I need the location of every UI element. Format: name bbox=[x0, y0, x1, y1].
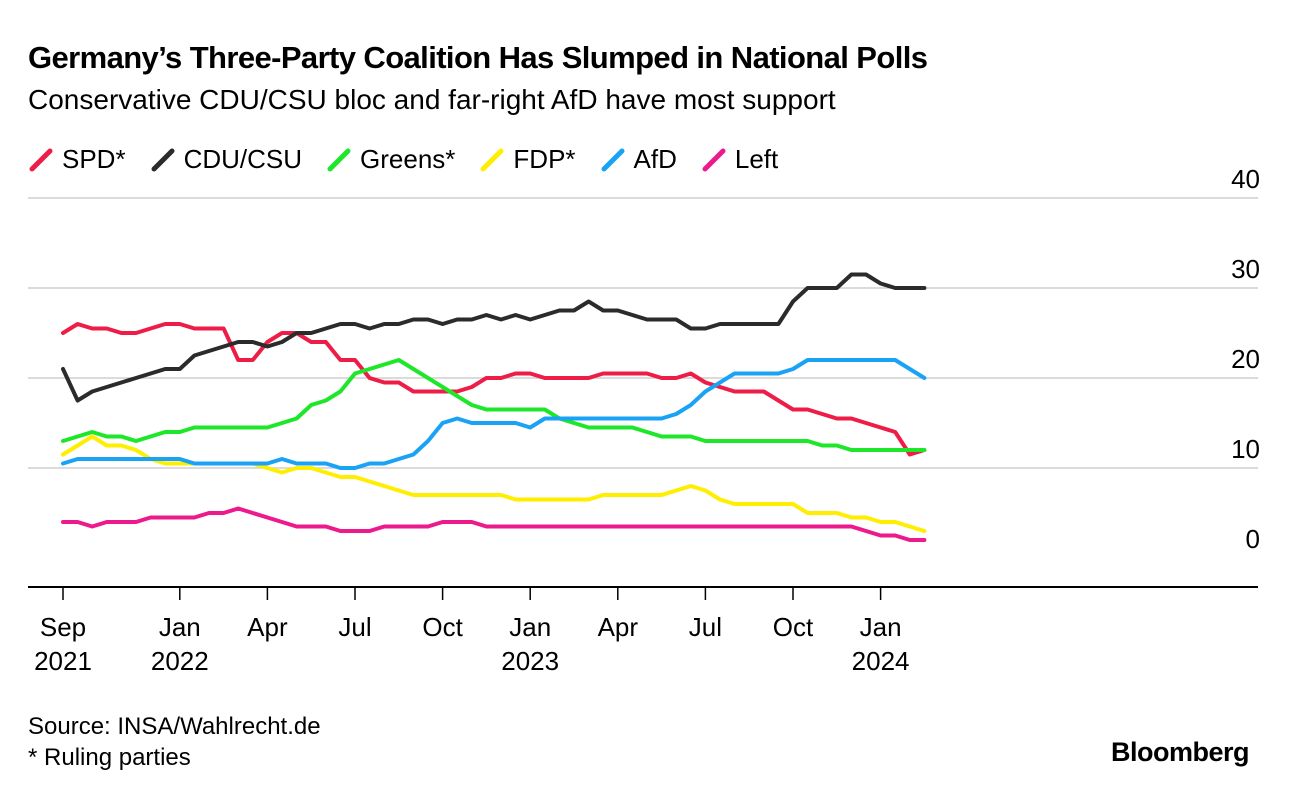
series-lines bbox=[61, 272, 927, 542]
y-tick-label: 10 bbox=[1231, 434, 1260, 464]
legend-label: CDU/CSU bbox=[183, 144, 303, 174]
legend-swatch-icon bbox=[327, 148, 351, 171]
legend-swatch-icon bbox=[29, 148, 53, 171]
x-axis-ticks: Sep 2021 Jan 2022 Apr Jul Oct Jan 2023 Apr Jul Oct J… bbox=[34, 587, 910, 676]
x-tick-year-label: 2021 bbox=[34, 646, 92, 676]
legend: SPD* CDU/CSU Greens* FDP* AfD Left bbox=[28, 144, 802, 175]
x-tick-label: Oct bbox=[773, 612, 814, 642]
x-tick-label: Apr bbox=[598, 612, 639, 642]
legend-swatch-icon bbox=[151, 148, 175, 171]
series-line-greens- bbox=[61, 358, 927, 452]
legend-label: Greens* bbox=[360, 144, 456, 174]
x-tick-label: Jan bbox=[159, 612, 201, 642]
x-tick-label: Jul bbox=[689, 612, 722, 642]
legend-label: Left bbox=[734, 144, 779, 174]
legend-item: AfD bbox=[600, 144, 677, 175]
legend-swatch-icon bbox=[480, 148, 504, 171]
legend-label: FDP* bbox=[513, 144, 576, 174]
chart-subtitle: Conservative CDU/CSU bloc and far-right … bbox=[28, 84, 836, 115]
chart-title: Germany’s Three-Party Coalition Has Slum… bbox=[28, 40, 928, 75]
brand-logo: Bloomberg bbox=[1110, 737, 1250, 767]
source-note: Source: INSA/Wahlrecht.de bbox=[28, 713, 321, 740]
x-tick-label: Apr bbox=[247, 612, 288, 642]
series-line-left bbox=[61, 506, 927, 542]
legend-label: SPD* bbox=[62, 144, 126, 174]
y-tick-label: 40 bbox=[1231, 164, 1260, 194]
legend-label: AfD bbox=[633, 144, 677, 174]
x-tick-year-label: 2023 bbox=[501, 646, 559, 676]
legend-item: FDP* bbox=[479, 144, 576, 175]
x-tick-year-label: 2022 bbox=[151, 646, 209, 676]
series-line-cdu-csu bbox=[61, 272, 927, 403]
x-tick-label: Jul bbox=[338, 612, 371, 642]
x-tick-label: Oct bbox=[422, 612, 463, 642]
gridlines bbox=[28, 197, 1258, 469]
series-line-spd- bbox=[61, 322, 927, 457]
legend-item: Left bbox=[701, 144, 778, 175]
x-tick-label: Sep bbox=[40, 612, 86, 642]
legend-swatch-icon bbox=[601, 148, 625, 171]
line-chart: 0 10 20 30 40 Sep 2021 Jan 2022 Apr Jul Oct Jan 2023… bbox=[28, 164, 1260, 676]
y-tick-label: 20 bbox=[1231, 344, 1260, 374]
series-line-afd bbox=[61, 358, 927, 470]
legend-swatch-icon bbox=[702, 148, 726, 171]
legend-item: CDU/CSU bbox=[150, 144, 302, 175]
x-tick-year-label: 2024 bbox=[852, 646, 910, 676]
y-tick-label: 0 bbox=[1246, 524, 1260, 554]
x-tick-label: Jan bbox=[509, 612, 551, 642]
x-tick-label: Jan bbox=[860, 612, 902, 642]
y-axis-ticks: 0 10 20 30 40 bbox=[1231, 164, 1260, 554]
legend-item: SPD* bbox=[28, 144, 126, 175]
legend-item: Greens* bbox=[326, 144, 455, 175]
ruling-parties-note: * Ruling parties bbox=[28, 744, 191, 771]
y-tick-label: 30 bbox=[1231, 254, 1260, 284]
